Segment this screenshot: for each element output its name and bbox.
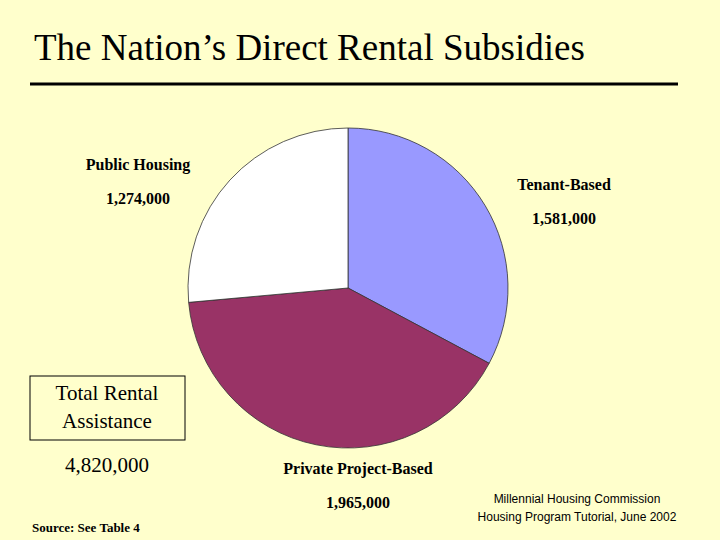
text-line: Assistance	[62, 409, 152, 433]
text-line: Tenant-Based	[517, 176, 611, 193]
slice	[188, 128, 348, 302]
pie	[188, 128, 508, 448]
text-line: Private Project-Based	[283, 460, 433, 478]
data-label: 1,581,000	[532, 210, 596, 227]
total-box	[30, 376, 185, 440]
total-value: 4,820,000	[65, 453, 149, 477]
text-line: Total Rental	[56, 381, 159, 405]
slice-label: Tenant-Based	[517, 176, 611, 193]
total-title: Total Rental Assistance	[56, 381, 159, 433]
title: The Nation’s Direct Rental Subsidies	[34, 27, 585, 68]
title-rule	[30, 83, 678, 86]
data-label: 1,274,000	[106, 190, 170, 207]
chart: The Nation’s Direct Rental Subsidies Tena…	[0, 0, 720, 540]
data-label: 1,965,000	[326, 494, 390, 511]
slice-label: Private Project-Based	[283, 460, 433, 478]
footnote: Millennial Housing Commission	[494, 492, 661, 506]
footnote: Housing Program Tutorial, June 2002	[478, 510, 677, 524]
slice	[189, 288, 490, 448]
background	[0, 0, 720, 540]
source: Source: See Table 4	[32, 520, 140, 535]
text-line: Public Housing	[86, 156, 190, 174]
slice-label: Public Housing	[86, 156, 190, 174]
